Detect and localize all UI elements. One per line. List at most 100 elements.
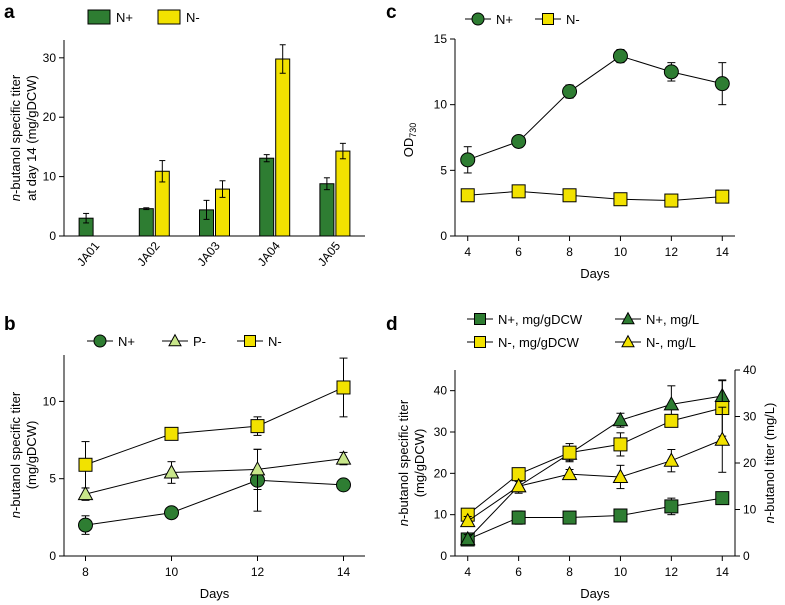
panel-c-series-line-0 [467,55,723,161]
panel-d-xaxis-tick-label-2: 8 [566,565,573,579]
panel-d-point-3-0 [459,512,476,528]
panel-b-ylabel-line1: n-butanol specific titer [8,391,23,518]
panel-b-legend-0-label: N+ [118,334,135,349]
panel-label-c: c [386,2,397,23]
panel-d-point-0-1 [511,510,526,525]
panel-c-point-0-1 [511,133,527,149]
panel-c-xaxis-tick-label-3: 10 [614,245,628,259]
panel-b-point-2-2 [250,419,265,434]
panel-c-point-1-1 [511,184,526,199]
panel-d-point-1-4 [663,396,680,411]
panel-c-legend-1-marker [542,13,554,25]
panel-c-point-0-3 [612,48,628,64]
panel-d-point-2-3 [613,437,628,452]
panel-c-xlabel: Days [580,266,610,281]
panel-a-yaxis-tick-label-0: 0 [49,229,56,243]
panel-a-legend-label-1: N- [186,10,200,25]
panel-a-category-label-3: JA04 [255,239,284,269]
panel-b-point-2-0 [78,457,93,472]
panel-b-point-2-1 [164,426,179,441]
panel-a-yaxis-tick-label-3: 30 [43,51,57,65]
panel-a-ylabel-line2: at day 14 (mg/gDCW) [24,75,39,201]
panel-d-yaxis-tick-label-4: 40 [434,384,448,398]
panel-b-legend-2-marker [244,335,256,347]
panel-b-point-1-1 [163,464,180,479]
panel-c-point-0-4 [663,64,679,80]
panel-c-point-0-0 [460,152,476,168]
panel-c-point-1-4 [664,193,679,208]
panel-d-point-3-1 [510,477,527,493]
panel-c-xaxis-tick-label-0: 4 [464,245,471,259]
panel-d-point-1-0 [459,530,476,546]
panel-d-legend-3-label: N-, mg/L [646,335,696,350]
panel-d-yaxis-right-tick-label-2: 20 [743,456,757,470]
panel-d-legend-1-marker [621,311,635,325]
panel-c-ylabel: OD730 [401,123,418,158]
panel-a-yaxis-tick-label-2: 20 [43,110,57,124]
panel-d-point-3-3 [612,468,629,483]
panel-c-point-1-0 [460,188,475,203]
panel-d-xlabel: Days [580,586,610,601]
panel-b-yaxis-tick-label-2: 10 [43,394,57,408]
panel-d-point-3-5 [714,431,731,446]
panel-c-point-0-5 [714,76,730,92]
panel-d-xaxis-tick-label-4: 12 [665,565,679,579]
panel-a-ylabel-line1: n-butanol specific titer [8,74,23,201]
panel-c-point-0-2 [562,84,578,100]
panel-label-a: a [4,2,15,23]
panel-c-xaxis-tick-label-2: 8 [566,245,573,259]
panel-d-point-2-4 [664,413,679,428]
panel-d-ylabel-right: n-butanol titer (mg/L) [762,403,777,524]
panel-b-legend-2-label: N- [268,334,282,349]
panel-c-legend-0-marker [471,12,485,26]
panel-d-legend-2-marker [474,336,486,348]
panel-a-legend-label-0: N+ [116,10,133,25]
panel-b-legend-0-marker [93,334,107,348]
panel-a-legend-swatch-1 [157,9,181,25]
panel-c-yaxis-tick-label-3: 15 [434,32,448,46]
panel-d-xaxis-tick-label-0: 4 [464,565,471,579]
panel-d-yaxis-right-tick-label-4: 40 [743,363,757,377]
panel-d-point-0-3 [613,508,628,523]
panel-c-point-1-5 [715,189,730,204]
panel-b-ylabel-line2: (mg/gDCW) [24,421,39,490]
panel-label-d: d [386,314,398,335]
panel-label-b: b [4,314,16,335]
panel-a-bar-N+-JA04 [259,157,275,237]
panel-b-series-line-2 [85,387,344,466]
panel-b-xaxis-tick-label-0: 8 [82,565,89,579]
panel-d-point-3-4 [663,452,680,467]
panel-c-xaxis-tick-label-1: 6 [515,245,522,259]
panel-d-legend-0-marker [474,313,486,325]
panel-d-series-line-1 [467,395,723,540]
panel-b-line-chart: 0 5 10 8 10 12 14 Days N+ P- N-n-butanol specific … [8,333,365,601]
panel-b-point-2-3 [336,380,351,395]
panel-d-series-line-3 [467,439,723,522]
panel-c-yaxis-tick-label-1: 5 [440,163,447,177]
panel-d-point-0-4 [664,499,679,514]
panel-d-yaxis-tick-label-3: 30 [434,425,448,439]
panel-d-xaxis-tick-label-1: 6 [515,565,522,579]
panel-a-bar-chart: 0 10 20 30 JA01 JA02 JA03 JA04 JA05 n-butanol spe… [8,9,365,269]
panel-a-category-label-2: JA03 [194,239,223,269]
panel-a-bar-N+-JA05 [319,183,335,237]
panel-a-category-label-0: JA01 [74,239,103,269]
panel-d-yaxis-tick-label-1: 10 [434,508,448,522]
panel-b-series-line-0 [85,479,344,526]
panel-b-xaxis-tick-label-2: 12 [251,565,265,579]
panel-d-legend-1-label: N+, mg/L [646,312,699,327]
panel-d-xaxis-tick-label-3: 10 [614,565,628,579]
panel-d-legend-2-label: N-, mg/gDCW [498,335,580,350]
panel-b-point-0-0 [78,517,93,533]
panel-b-point-1-3 [335,450,352,465]
panel-a-legend-swatch-0 [87,9,111,25]
panel-d-ylabel-line2: (mg/gDCW) [412,429,427,498]
panel-c-xaxis-tick-label-5: 14 [716,245,730,259]
panel-d-yaxis-tick-label-2: 20 [434,466,448,480]
panel-d-point-0-5 [715,491,730,506]
panel-a-yaxis-tick-label-1: 10 [43,170,57,184]
panel-d-yaxis-tick-label-0: 0 [440,549,447,563]
panel-d-yaxis-right-tick-label-0: 0 [743,549,750,563]
panel-b-legend-1-label: P- [193,334,206,349]
